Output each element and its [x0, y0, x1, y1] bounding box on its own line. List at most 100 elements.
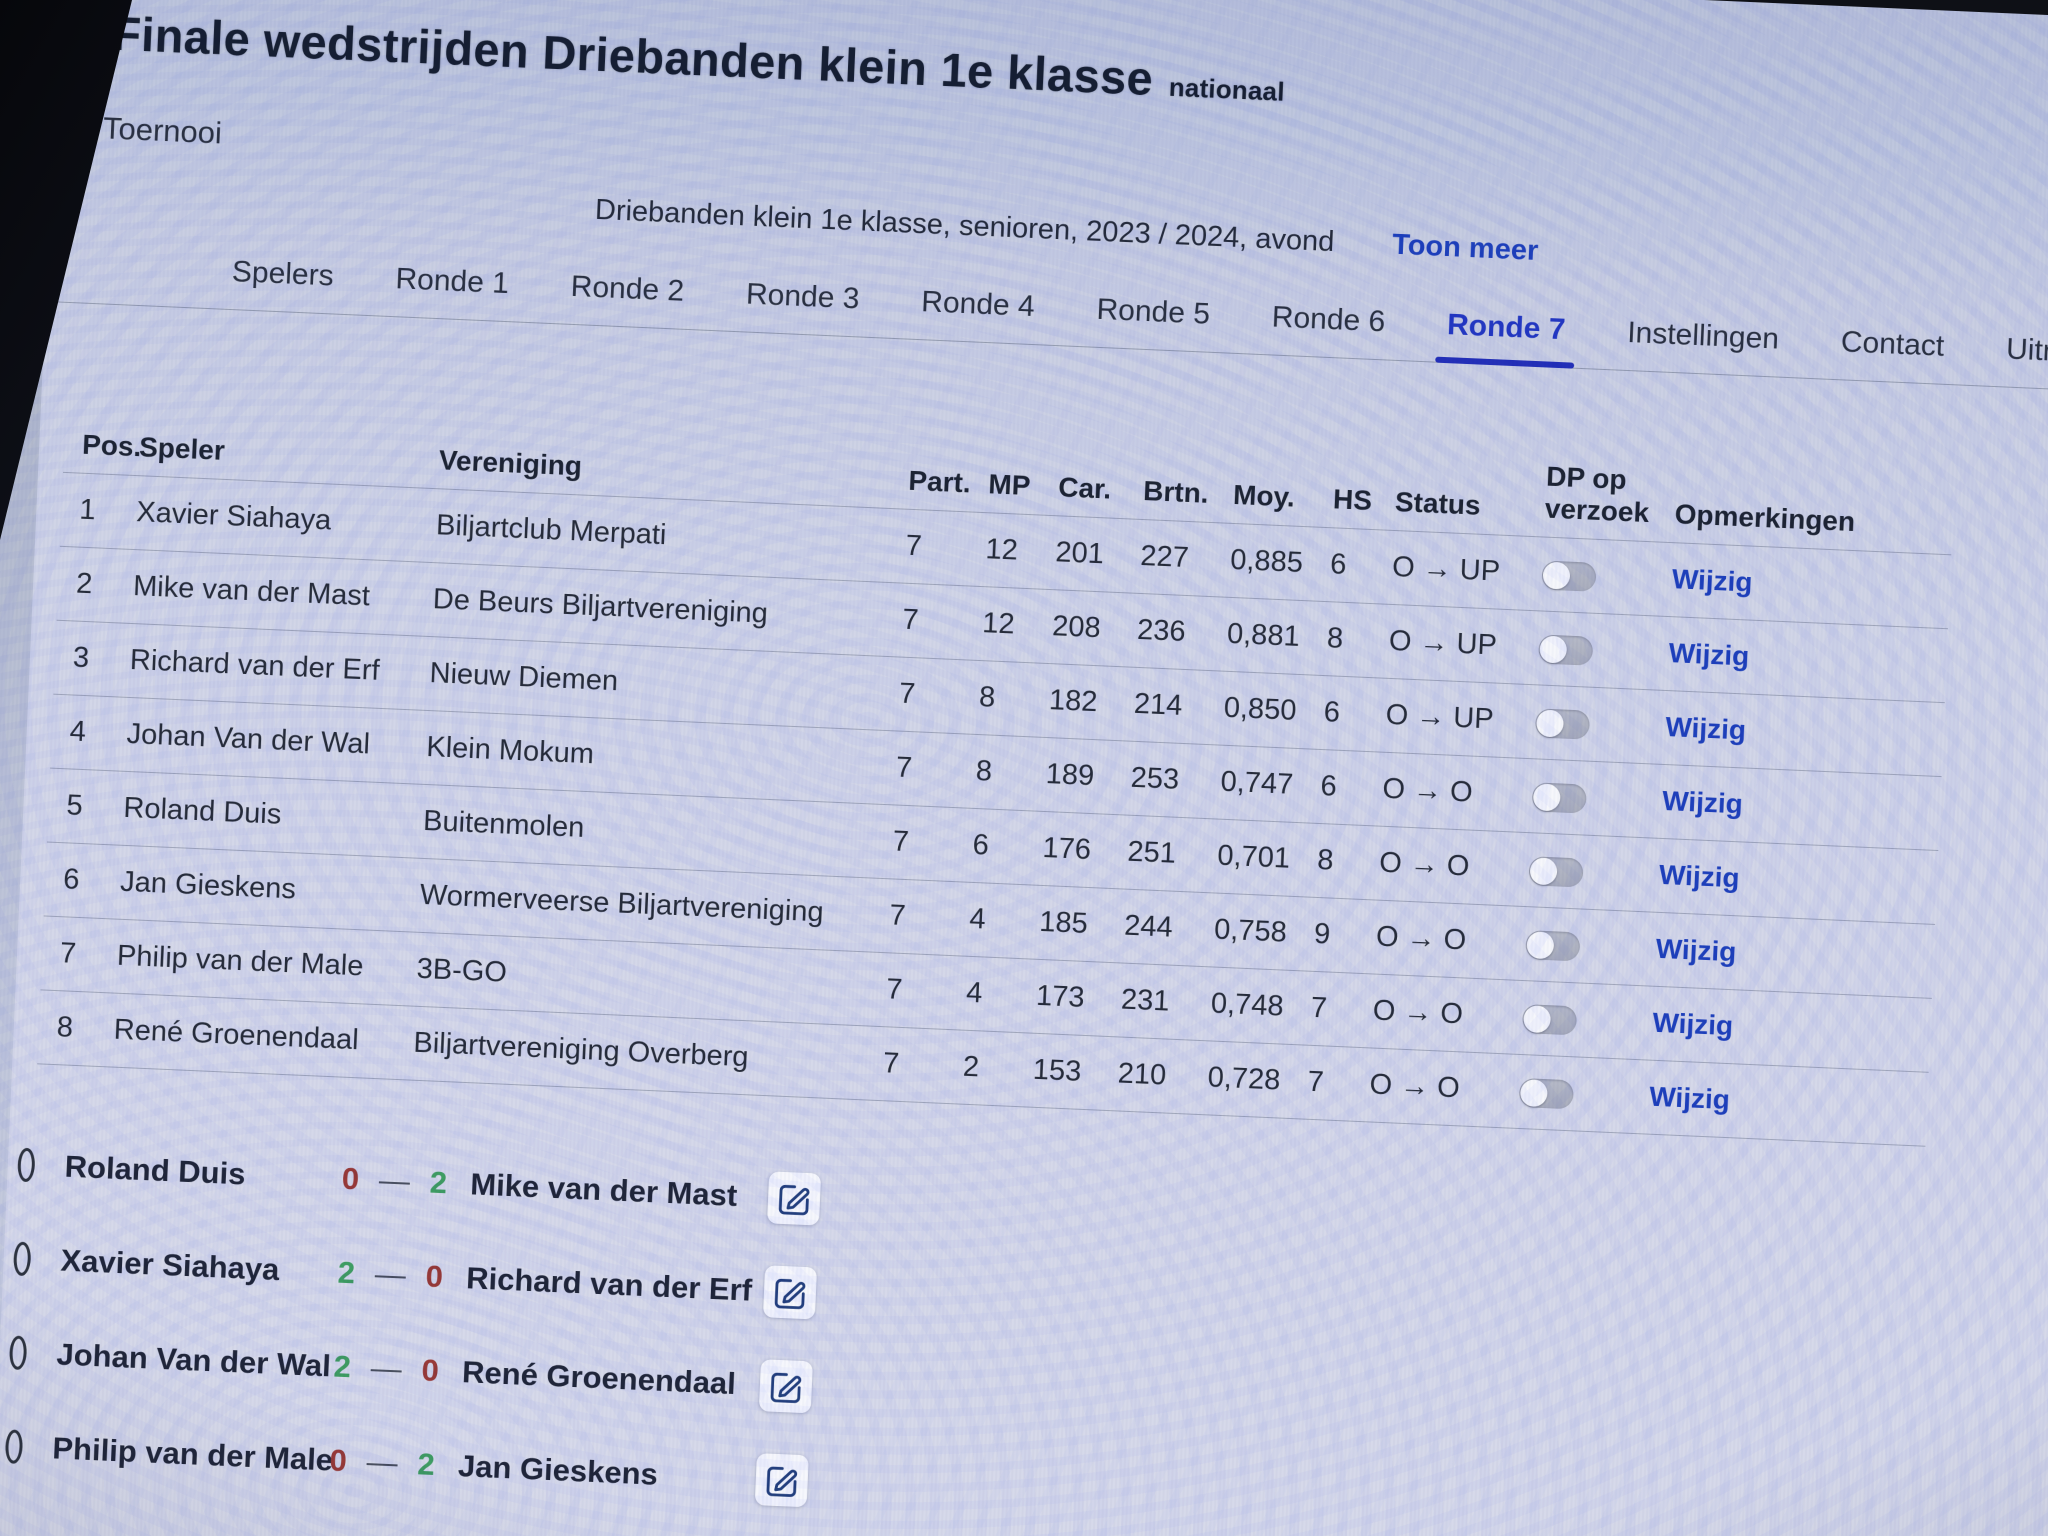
toggle-knob	[1535, 709, 1565, 738]
tab-ronde-2[interactable]: Ronde 2	[570, 269, 685, 308]
hs-cell: 6	[1329, 548, 1348, 581]
toggle-knob	[1519, 1078, 1548, 1107]
part-cell: 7	[895, 751, 913, 785]
status-cell: O → UP	[1391, 550, 1501, 588]
tab-spelers[interactable]: Spelers	[231, 255, 335, 293]
edit-square-icon	[770, 1372, 802, 1404]
mp-cell: 12	[984, 533, 1019, 567]
edit-match-button[interactable]	[762, 1265, 818, 1320]
club-name: Klein Mokum	[425, 730, 595, 771]
match-away-score: 2	[429, 1164, 448, 1201]
status-cell: O → UP	[1388, 624, 1498, 662]
match-home-score: 2	[332, 1348, 352, 1385]
match-away-player: René Groenendaal	[461, 1354, 737, 1402]
mp-cell: 8	[975, 754, 993, 788]
pos-cell: 1	[78, 493, 97, 527]
status-cell: O → O	[1378, 846, 1471, 883]
car-cell: 201	[1054, 536, 1105, 571]
match-away-player: Jan Gieskens	[457, 1448, 659, 1492]
tab-uitnodigingen[interactable]: Uitnod	[2005, 332, 2048, 370]
tab-ronde-4[interactable]: Ronde 4	[920, 285, 1036, 324]
edit-match-button[interactable]	[758, 1359, 813, 1414]
tab-contact[interactable]: Contact	[1840, 325, 1945, 363]
score-separator: —	[378, 1162, 411, 1199]
hs-cell: 6	[1323, 696, 1341, 729]
edit-square-icon	[766, 1466, 798, 1497]
player-name: René Groenendaal	[113, 1013, 360, 1057]
tab-ronde-3[interactable]: Ronde 3	[745, 277, 861, 316]
match-row: Johan Van der Wal 2 — 0 René Groenendaal	[8, 1305, 2048, 1493]
wijzig-link[interactable]: Wijzig	[1655, 932, 1738, 968]
club-name: 3B-GO	[416, 952, 508, 989]
toggle-knob	[1539, 635, 1568, 664]
dp-toggle[interactable]	[1528, 855, 1584, 888]
match-away-player: Mike van der Mast	[469, 1166, 738, 1213]
brtn-cell: 214	[1133, 687, 1184, 722]
wijzig-link[interactable]: Wijzig	[1658, 858, 1741, 894]
score-separator: —	[365, 1444, 399, 1481]
car-cell: 189	[1045, 758, 1095, 793]
match-away-score: 0	[420, 1352, 440, 1389]
toon-meer-link[interactable]: Toon meer	[1391, 228, 1539, 267]
wijzig-link[interactable]: Wijzig	[1671, 563, 1754, 598]
circle-outline-icon	[4, 1429, 24, 1465]
mp-cell: 4	[968, 902, 987, 936]
match-home-player: Philip van der Male	[51, 1430, 334, 1478]
tab-ronde-1[interactable]: Ronde 1	[394, 262, 510, 301]
col-hs: HS	[1332, 483, 1373, 516]
wijzig-link[interactable]: Wijzig	[1664, 711, 1747, 746]
player-name: Johan Van der Wal	[126, 717, 371, 761]
edit-match-button[interactable]	[766, 1171, 822, 1226]
wijzig-link[interactable]: Wijzig	[1648, 1080, 1731, 1116]
brtn-cell: 227	[1139, 539, 1190, 575]
tab-ronde-5[interactable]: Ronde 5	[1095, 292, 1211, 331]
dp-toggle[interactable]	[1518, 1077, 1574, 1109]
col-speler: Speler	[138, 431, 226, 466]
mp-cell: 4	[965, 976, 984, 1010]
dp-toggle[interactable]	[1538, 634, 1594, 666]
club-name: Biljartclub Merpati	[435, 509, 668, 552]
toggle-knob	[1532, 782, 1561, 812]
car-cell: 176	[1041, 831, 1092, 867]
wijzig-link[interactable]: Wijzig	[1661, 784, 1744, 820]
brtn-cell: 244	[1123, 909, 1174, 944]
status-cell: O → O	[1375, 920, 1467, 957]
pos-cell: 4	[69, 715, 87, 749]
dp-toggle[interactable]	[1525, 929, 1581, 962]
page-title-suffix: nationaal	[1168, 71, 1286, 107]
club-name: Biljartvereniging Overberg	[412, 1026, 750, 1074]
circle-outline-icon	[17, 1147, 36, 1183]
col-brtn: Brtn.	[1142, 475, 1210, 509]
match-away-player: Richard van der Erf	[465, 1260, 753, 1308]
part-cell: 7	[892, 825, 910, 859]
wijzig-link[interactable]: Wijzig	[1651, 1006, 1734, 1042]
match-row: Xavier Siahaya 2 — 0 Richard van der Erf	[12, 1212, 2048, 1400]
wijzig-link[interactable]: Wijzig	[1668, 637, 1750, 672]
pos-cell: 5	[65, 789, 84, 823]
dp-toggle[interactable]	[1541, 560, 1597, 592]
dp-toggle[interactable]	[1531, 781, 1587, 814]
pos-cell: 8	[56, 1011, 74, 1044]
hs-cell: 8	[1326, 622, 1344, 655]
hs-cell: 7	[1310, 991, 1328, 1025]
moy-cell: 0,885	[1229, 543, 1304, 580]
score-separator: —	[374, 1256, 407, 1293]
mp-cell: 8	[978, 681, 996, 714]
club-name: De Beurs Biljartvereniging	[432, 583, 769, 630]
tab-ronde-6[interactable]: Ronde 6	[1271, 300, 1386, 339]
pos-cell: 2	[75, 567, 94, 601]
col-vereniging: Vereniging	[438, 444, 583, 482]
match-home-score: 0	[341, 1160, 360, 1197]
brtn-cell: 253	[1130, 761, 1180, 796]
circle-outline-icon	[8, 1335, 28, 1371]
player-name: Richard van der Erf	[129, 643, 381, 687]
car-cell: 185	[1038, 905, 1089, 940]
dp-toggle[interactable]	[1534, 708, 1591, 740]
dp-toggle[interactable]	[1521, 1003, 1578, 1036]
tab-instellingen[interactable]: Instellingen	[1626, 315, 1780, 356]
tab-ronde-7[interactable]: Ronde 7	[1446, 308, 1566, 353]
moy-cell: 0,850	[1223, 691, 1298, 727]
edit-match-button[interactable]	[754, 1453, 809, 1508]
mp-cell: 12	[981, 607, 1016, 641]
toggle-knob	[1526, 930, 1555, 960]
